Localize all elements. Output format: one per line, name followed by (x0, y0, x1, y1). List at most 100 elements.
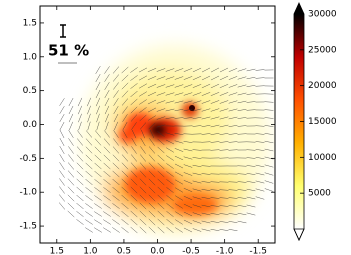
vector (85, 178, 93, 186)
vector (192, 172, 202, 176)
vector (210, 181, 220, 183)
vector (255, 188, 265, 192)
vector (85, 211, 93, 217)
vector (165, 132, 175, 136)
vector (219, 124, 229, 128)
vector (210, 197, 220, 199)
vector (121, 90, 129, 98)
vector (104, 97, 110, 107)
y-tick-label: -0.5 (19, 154, 37, 164)
vector (166, 163, 174, 169)
vector (76, 202, 84, 210)
vector (121, 202, 129, 210)
vector (166, 147, 174, 153)
vector (157, 202, 165, 210)
vector (246, 101, 256, 103)
vector (264, 125, 274, 127)
vector (139, 226, 147, 234)
vector (166, 171, 174, 177)
vector (183, 100, 193, 104)
vector (228, 181, 238, 183)
vector (174, 68, 184, 72)
vector (94, 138, 102, 146)
vector (264, 133, 274, 135)
vector (139, 107, 147, 113)
x-tick-label: 0.5 (117, 247, 131, 255)
vector (183, 68, 193, 72)
vector (228, 116, 238, 120)
vector (103, 195, 111, 201)
vector (68, 105, 74, 115)
vector (104, 82, 110, 90)
vector (246, 76, 256, 80)
vector (210, 228, 220, 232)
vector (219, 221, 229, 223)
vector (175, 195, 183, 201)
vector (246, 196, 256, 200)
vector (183, 156, 193, 160)
vector (112, 219, 120, 225)
colorbar (294, 14, 304, 229)
vector (122, 138, 128, 146)
vector (130, 75, 138, 81)
vector (147, 75, 157, 81)
vector (156, 108, 166, 112)
vector (246, 149, 256, 151)
vector (147, 99, 157, 105)
vector (96, 113, 100, 123)
vector (201, 67, 211, 73)
vector (157, 162, 165, 170)
vector (139, 170, 147, 178)
vector (210, 83, 220, 89)
vector (166, 211, 174, 217)
vector (59, 129, 65, 139)
vector (59, 98, 65, 106)
x-tick-label: -1.0 (216, 247, 234, 255)
vector (255, 180, 265, 184)
vector (228, 124, 238, 128)
vector (228, 221, 238, 223)
vector (130, 162, 138, 170)
vector (201, 75, 211, 81)
vector (183, 219, 193, 225)
vector (264, 180, 274, 184)
vector (85, 187, 93, 193)
vector (210, 213, 220, 215)
y-tick-label: -1.5 (19, 222, 37, 232)
vector (59, 170, 65, 178)
vector (192, 220, 202, 224)
vector (210, 116, 220, 120)
vector (59, 137, 65, 147)
vector (112, 154, 120, 162)
vector (103, 138, 111, 146)
vector (139, 210, 147, 218)
vector (201, 100, 211, 104)
vector (165, 117, 175, 119)
vector (148, 218, 156, 226)
vector (121, 98, 129, 106)
vector (112, 195, 120, 201)
vector (165, 139, 175, 145)
vector (201, 181, 211, 183)
vector (237, 100, 247, 104)
heatmap-field (40, 6, 275, 243)
vector (67, 162, 75, 170)
vector (87, 113, 91, 123)
vector (112, 170, 120, 178)
y-tick-label: 1.0 (23, 52, 38, 62)
colorbar-tick-label: 20000 (308, 81, 337, 91)
vector (113, 90, 119, 98)
vector (121, 66, 129, 74)
vector (228, 84, 238, 88)
vector (228, 76, 238, 80)
vector (255, 77, 265, 79)
vector (210, 205, 220, 207)
vector (201, 228, 211, 232)
vector (139, 162, 147, 170)
vector (68, 154, 74, 162)
vector (68, 146, 74, 154)
vector (255, 164, 265, 168)
vector (58, 202, 66, 210)
vector (130, 178, 138, 186)
vector (130, 218, 138, 226)
